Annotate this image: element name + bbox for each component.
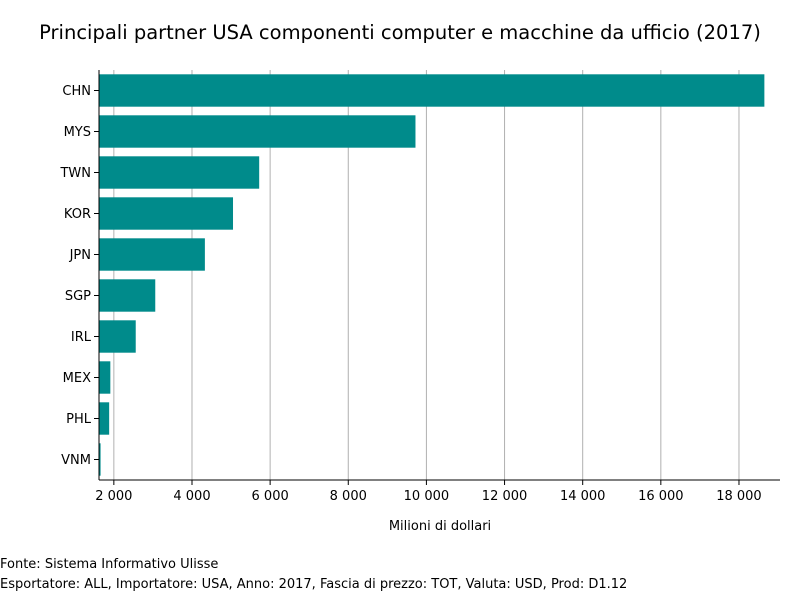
y-tick-label: KOR [64, 207, 91, 222]
y-tick-label: SGP [65, 289, 91, 304]
x-tick-label: 8 000 [330, 489, 367, 504]
x-tick-label: 12 000 [482, 489, 528, 504]
axes: 2 000 4 000 6 000 8 000 10 000 12 000 14 000 16… [59, 70, 780, 504]
y-tick-label: JPN [69, 248, 91, 263]
x-tick-label: 18 000 [716, 489, 762, 504]
bar-sgp [99, 279, 156, 312]
bar-kor [99, 197, 234, 230]
y-tick-label: VNM [61, 453, 91, 468]
details-note: Esportatore: ALL, Importatore: USA, Anno… [0, 577, 628, 592]
source-note: Fonte: Sistema Informativo Ulisse [0, 557, 219, 572]
bar-jpn [99, 238, 205, 271]
x-tick-label: 10 000 [404, 489, 450, 504]
x-tick-label: 6 000 [252, 489, 289, 504]
y-tick-label: TWN [59, 166, 91, 181]
bar-phl [99, 402, 110, 435]
x-tick-label: 14 000 [560, 489, 606, 504]
bar-twn [99, 156, 260, 189]
bar-mex [99, 361, 111, 394]
chart-title: Principali partner USA componenti comput… [39, 21, 761, 44]
y-tick-label: MEX [63, 371, 91, 386]
bar-vnm [99, 443, 101, 476]
x-axis-label: Milioni di dollari [389, 519, 491, 534]
bar-irl [99, 320, 136, 353]
x-tick-label: 16 000 [638, 489, 684, 504]
bar-mys [99, 115, 416, 148]
bars [99, 74, 765, 476]
gridlines [113, 70, 740, 480]
y-tick-label: CHN [62, 84, 91, 99]
y-tick-label: MYS [64, 125, 91, 140]
x-tick-label: 4 000 [173, 489, 210, 504]
bar-chn [99, 74, 765, 107]
y-tick-label: PHL [66, 412, 92, 427]
x-tick-label: 2 000 [95, 489, 132, 504]
y-tick-label: IRL [71, 330, 92, 345]
